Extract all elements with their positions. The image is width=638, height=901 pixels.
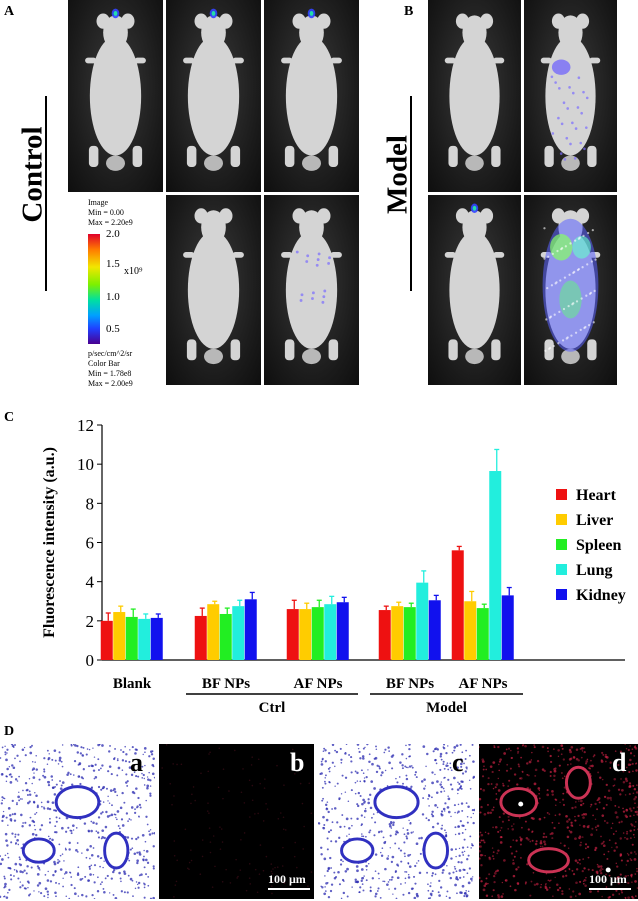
bar-kidney xyxy=(428,600,441,660)
legend-label-spleen: Spleen xyxy=(576,537,621,554)
panel-letter-d: D xyxy=(4,724,15,739)
control-mouse-image-4 xyxy=(166,195,261,385)
colorbar-tick-label: 1.0 xyxy=(106,291,120,303)
bar-spleen xyxy=(125,616,138,660)
group-label: Ctrl xyxy=(259,700,286,715)
y-tick-label: 6 xyxy=(86,534,95,553)
legend-label-liver: Liver xyxy=(576,512,613,529)
bar-liver xyxy=(391,606,404,660)
colorbar-min-label: Min = 0.00 xyxy=(88,208,124,217)
model-mouse-image-1 xyxy=(428,0,521,192)
bar-lung xyxy=(324,604,337,660)
micrograph-a xyxy=(0,744,155,899)
scale-bar-b xyxy=(268,888,310,890)
colorbar-units: p/sec/cm^2/sr xyxy=(88,349,133,358)
x-tick-label: BF NPs xyxy=(202,676,250,692)
bar-heart xyxy=(194,615,207,660)
bar-liver xyxy=(299,609,312,660)
micrograph-c xyxy=(318,744,475,899)
colorbar-image-label: Image xyxy=(88,198,108,207)
bar-liver xyxy=(207,604,220,660)
bar-spleen xyxy=(403,607,416,660)
colorbar-tick-label: 0.5 xyxy=(106,323,120,335)
micrograph-label-d: d xyxy=(612,748,627,777)
fluorescence-bar-chart: 0 2 4 6 8 10 12 Fluorescence intensity (a.u.) Bl… xyxy=(41,416,626,715)
bar-spleen xyxy=(219,613,232,660)
y-tick-label: 4 xyxy=(86,573,95,592)
scale-bar-d xyxy=(589,888,631,890)
micrograph-label-c: c xyxy=(452,748,464,777)
legend-swatch-kidney xyxy=(556,589,567,600)
bar-lung xyxy=(138,618,151,660)
scale-label-b: 100 μm xyxy=(268,872,306,886)
control-mouse-image-1 xyxy=(68,0,163,192)
colorbar-max-label: Max = 2.20e9 xyxy=(88,218,133,227)
micrograph-d xyxy=(479,744,638,899)
colorbar-bar-max: Max = 2.00e9 xyxy=(88,379,133,388)
model-mouse-image-4 xyxy=(524,195,617,385)
y-tick-label: 10 xyxy=(77,455,94,474)
control-divider xyxy=(45,96,47,291)
micrograph-label-a: a xyxy=(130,748,143,777)
scale-label-d: 100 μm xyxy=(589,872,627,886)
bar-spleen xyxy=(476,608,489,660)
panel-letter-a: A xyxy=(4,4,15,19)
panel-letter-b: B xyxy=(404,4,414,19)
y-axis-label: Fluorescence intensity (a.u.) xyxy=(41,447,58,638)
bar-lung xyxy=(232,606,245,660)
bar-liver xyxy=(464,601,477,660)
bar-kidney xyxy=(501,595,514,660)
legend-swatch-spleen xyxy=(556,539,567,550)
legend-swatch-liver xyxy=(556,514,567,525)
legend-label-kidney: Kidney xyxy=(576,587,626,604)
y-tick-label: 2 xyxy=(86,612,95,631)
model-mouse-image-3 xyxy=(428,195,521,385)
legend-label-lung: Lung xyxy=(576,562,612,579)
legend-swatch-lung xyxy=(556,564,567,575)
control-mouse-image-3 xyxy=(264,0,359,192)
colorbar-bar-min: Min = 1.78e8 xyxy=(88,369,132,378)
bar-heart xyxy=(378,610,391,660)
y-tick-label: 12 xyxy=(77,416,94,435)
x-tick-label: BF NPs xyxy=(386,676,434,692)
colorbar-tick-label: 1.5 xyxy=(106,258,120,270)
group-label: Model xyxy=(426,700,467,715)
bar-spleen xyxy=(311,607,324,660)
y-tick-label: 8 xyxy=(86,494,95,513)
bar-heart xyxy=(100,620,113,660)
bar-kidney xyxy=(336,602,349,660)
y-tick-label: 0 xyxy=(86,651,95,670)
color-bar-legend: Image Min = 0.00 Max = 2.20e9 2.0 1.5 1.… xyxy=(88,198,163,398)
panel-letter-c: C xyxy=(4,410,15,425)
legend-label-heart: Heart xyxy=(576,487,617,504)
model-mouse-image-2 xyxy=(524,0,617,192)
legend-swatch-heart xyxy=(556,489,567,500)
colorbar-tick-label: 2.0 xyxy=(106,228,120,240)
bar-heart xyxy=(451,550,464,660)
model-divider xyxy=(410,96,412,291)
colorbar-exponent: x10⁹ xyxy=(124,266,143,277)
bar-heart xyxy=(286,609,299,660)
x-tick-label: AF NPs xyxy=(293,676,342,692)
x-tick-label: AF NPs xyxy=(458,676,507,692)
control-mouse-image-5 xyxy=(264,195,359,385)
colorbar-bar-label: Color Bar xyxy=(88,359,120,368)
bar-lung xyxy=(489,471,502,660)
bar-kidney xyxy=(244,599,257,660)
bar-lung xyxy=(416,582,429,660)
x-tick-label: Blank xyxy=(113,676,152,692)
control-mouse-image-2 xyxy=(166,0,261,192)
bar-liver xyxy=(113,612,126,660)
micrograph-b xyxy=(159,744,314,899)
micrograph-label-b: b xyxy=(290,748,305,777)
colorbar-gradient xyxy=(88,234,100,344)
bar-kidney xyxy=(150,617,163,660)
